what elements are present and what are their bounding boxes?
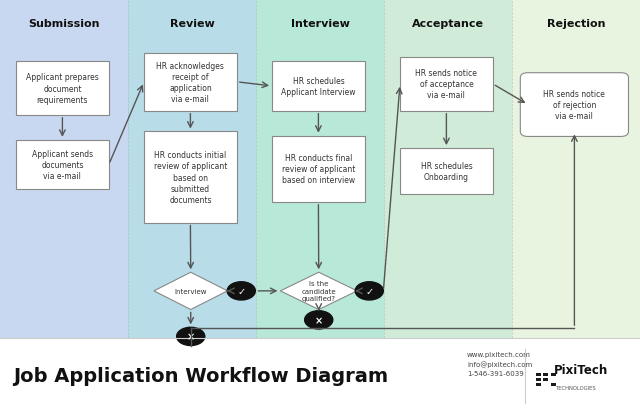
- Text: Rejection: Rejection: [547, 19, 605, 28]
- Text: HR schedules
Applicant Interview: HR schedules Applicant Interview: [281, 77, 356, 97]
- Bar: [0, 339, 640, 413]
- Bar: [551, 383, 556, 386]
- Bar: [144, 132, 237, 223]
- Text: HR conducts initial
review of applicant
based on
submitted
documents: HR conducts initial review of applicant …: [154, 151, 227, 204]
- Text: Job Application Workflow Diagram: Job Application Workflow Diagram: [13, 366, 388, 385]
- Text: Review: Review: [170, 19, 214, 28]
- Polygon shape: [154, 273, 228, 310]
- Circle shape: [305, 311, 333, 329]
- Bar: [400, 149, 493, 194]
- Text: HR acknowledges
receipt of
application
via e-mail: HR acknowledges receipt of application v…: [156, 62, 225, 104]
- Bar: [384, 0, 512, 339]
- Bar: [272, 136, 365, 202]
- Text: ✓: ✓: [365, 286, 373, 296]
- Text: HR conducts final
review of applicant
based on interview: HR conducts final review of applicant ba…: [282, 154, 355, 185]
- Text: PixiTech: PixiTech: [554, 363, 608, 376]
- Text: Acceptance: Acceptance: [412, 19, 484, 28]
- Bar: [400, 58, 493, 112]
- Bar: [16, 62, 109, 116]
- Polygon shape: [280, 273, 357, 310]
- Text: Is the
candidate
qualified?: Is the candidate qualified?: [301, 281, 336, 301]
- Circle shape: [177, 328, 205, 346]
- Bar: [512, 0, 640, 339]
- Bar: [256, 0, 384, 339]
- Bar: [272, 62, 365, 112]
- Text: ✓: ✓: [237, 286, 245, 296]
- Text: ×: ×: [315, 315, 323, 325]
- Bar: [536, 378, 541, 381]
- Text: Interview: Interview: [175, 288, 207, 294]
- Text: HR sends notice
of rejection
via e-mail: HR sends notice of rejection via e-mail: [543, 90, 605, 121]
- Text: TECHNOLOGIES: TECHNOLOGIES: [556, 385, 596, 390]
- Bar: [543, 373, 548, 376]
- Bar: [16, 140, 109, 190]
- Circle shape: [552, 373, 556, 376]
- Bar: [536, 383, 541, 386]
- Circle shape: [227, 282, 255, 300]
- Text: ×: ×: [187, 332, 195, 342]
- Bar: [543, 378, 548, 381]
- Bar: [0, 0, 128, 339]
- Bar: [551, 373, 556, 376]
- FancyBboxPatch shape: [520, 74, 628, 137]
- Text: Submission: Submission: [28, 19, 100, 28]
- Bar: [144, 54, 237, 112]
- Text: HR schedules
Onboarding: HR schedules Onboarding: [420, 161, 472, 181]
- Bar: [128, 0, 256, 339]
- Text: HR sends notice
of acceptance
via e-mail: HR sends notice of acceptance via e-mail: [415, 69, 477, 100]
- Circle shape: [355, 282, 383, 300]
- Text: Applicant sends
documents
via e-mail: Applicant sends documents via e-mail: [32, 150, 93, 181]
- Bar: [536, 373, 541, 376]
- Text: Applicant prepares
document
requirements: Applicant prepares document requirements: [26, 73, 99, 104]
- Text: Interview: Interview: [291, 19, 349, 28]
- Text: www.pixitech.com
info@pixitech.com
1-546-391-6039: www.pixitech.com info@pixitech.com 1-546…: [467, 351, 532, 376]
